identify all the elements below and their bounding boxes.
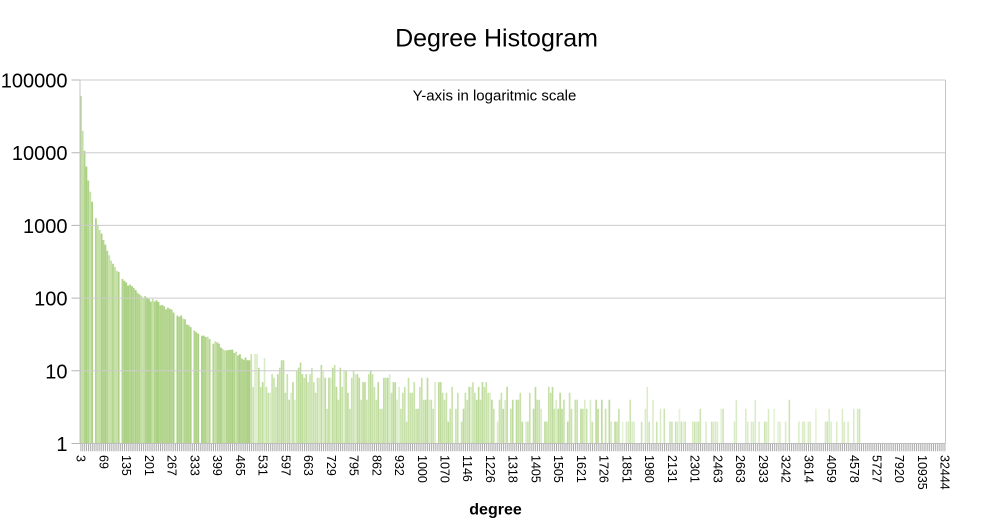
svg-text:1405: 1405	[528, 455, 542, 483]
svg-text:1726: 1726	[597, 455, 611, 483]
svg-text:531: 531	[256, 455, 270, 476]
svg-text:1000: 1000	[415, 455, 429, 483]
svg-text:100000: 100000	[1, 71, 68, 93]
svg-text:69: 69	[96, 455, 110, 469]
svg-text:4578: 4578	[847, 455, 861, 483]
svg-text:Degree Histogram: Degree Histogram	[395, 25, 598, 53]
svg-text:201: 201	[142, 455, 156, 476]
svg-text:932: 932	[392, 455, 406, 476]
svg-text:1318: 1318	[506, 455, 520, 483]
svg-text:1621: 1621	[574, 455, 588, 483]
svg-text:1505: 1505	[551, 455, 565, 483]
svg-text:729: 729	[324, 455, 338, 476]
svg-text:10000: 10000	[12, 143, 68, 165]
svg-text:1000: 1000	[23, 216, 68, 238]
svg-text:597: 597	[278, 455, 292, 476]
svg-text:1226: 1226	[483, 455, 497, 483]
svg-text:3614: 3614	[801, 455, 815, 483]
svg-text:2933: 2933	[756, 455, 770, 483]
svg-text:135: 135	[119, 455, 133, 476]
svg-text:3: 3	[74, 455, 88, 462]
svg-text:10935: 10935	[915, 455, 929, 490]
svg-text:2131: 2131	[665, 455, 679, 483]
svg-text:333: 333	[187, 455, 201, 476]
svg-text:1070: 1070	[438, 455, 452, 483]
svg-text:7920: 7920	[892, 455, 906, 483]
svg-text:1980: 1980	[642, 455, 656, 483]
svg-text:3242: 3242	[779, 455, 793, 483]
svg-text:2463: 2463	[710, 455, 724, 483]
svg-text:1: 1	[56, 434, 67, 456]
svg-text:2663: 2663	[733, 455, 747, 483]
svg-text:1146: 1146	[460, 455, 474, 482]
svg-text:465: 465	[233, 455, 247, 476]
svg-text:267: 267	[165, 455, 179, 476]
svg-text:10: 10	[45, 361, 67, 383]
svg-text:399: 399	[210, 455, 224, 476]
svg-text:4059: 4059	[824, 455, 838, 483]
svg-text:1851: 1851	[619, 455, 633, 483]
svg-text:Y-axis in logaritmic scale: Y-axis in logaritmic scale	[413, 88, 577, 105]
svg-text:32444: 32444	[938, 455, 952, 490]
svg-text:100: 100	[34, 289, 67, 311]
svg-text:degree: degree	[469, 502, 522, 519]
svg-text:795: 795	[347, 455, 361, 476]
svg-text:2301: 2301	[688, 455, 702, 483]
svg-text:5727: 5727	[870, 455, 884, 483]
svg-text:663: 663	[301, 455, 315, 476]
svg-text:862: 862	[369, 455, 383, 476]
